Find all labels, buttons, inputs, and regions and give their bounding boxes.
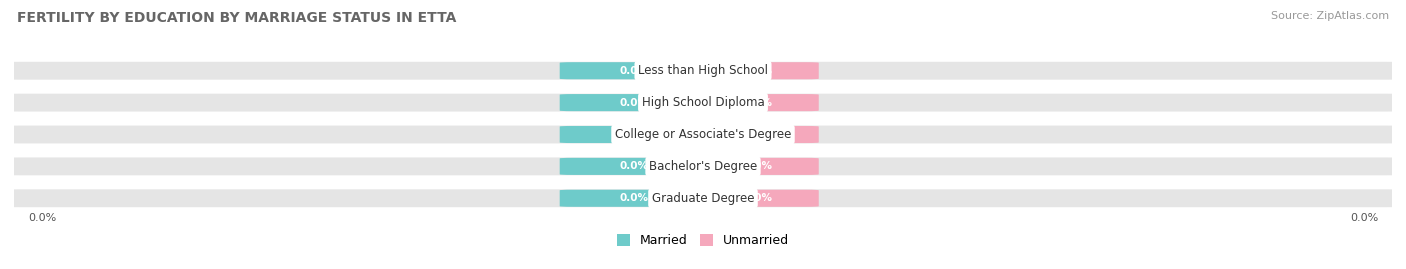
FancyBboxPatch shape <box>697 126 818 143</box>
Text: 0.0%: 0.0% <box>620 129 648 140</box>
FancyBboxPatch shape <box>4 187 1402 209</box>
Text: Bachelor's Degree: Bachelor's Degree <box>650 160 756 173</box>
Text: 0.0%: 0.0% <box>28 213 56 223</box>
FancyBboxPatch shape <box>697 158 818 175</box>
FancyBboxPatch shape <box>4 92 1402 113</box>
Text: FERTILITY BY EDUCATION BY MARRIAGE STATUS IN ETTA: FERTILITY BY EDUCATION BY MARRIAGE STATU… <box>17 11 456 25</box>
Text: High School Diploma: High School Diploma <box>641 96 765 109</box>
Text: 0.0%: 0.0% <box>744 129 773 140</box>
FancyBboxPatch shape <box>560 62 709 79</box>
Text: Source: ZipAtlas.com: Source: ZipAtlas.com <box>1271 11 1389 21</box>
Text: Less than High School: Less than High School <box>638 64 768 77</box>
Text: 0.0%: 0.0% <box>620 193 648 203</box>
Text: 0.0%: 0.0% <box>744 66 773 76</box>
FancyBboxPatch shape <box>560 190 709 207</box>
Text: 0.0%: 0.0% <box>620 66 648 76</box>
Text: 0.0%: 0.0% <box>744 161 773 171</box>
Text: Graduate Degree: Graduate Degree <box>652 192 754 205</box>
Text: 0.0%: 0.0% <box>620 161 648 171</box>
FancyBboxPatch shape <box>4 60 1402 82</box>
FancyBboxPatch shape <box>697 62 818 79</box>
FancyBboxPatch shape <box>560 158 709 175</box>
Text: 0.0%: 0.0% <box>744 98 773 108</box>
FancyBboxPatch shape <box>560 94 709 111</box>
FancyBboxPatch shape <box>697 94 818 111</box>
Text: 0.0%: 0.0% <box>620 98 648 108</box>
FancyBboxPatch shape <box>4 156 1402 177</box>
Text: 0.0%: 0.0% <box>1350 213 1378 223</box>
Text: College or Associate's Degree: College or Associate's Degree <box>614 128 792 141</box>
FancyBboxPatch shape <box>560 126 709 143</box>
Text: 0.0%: 0.0% <box>744 193 773 203</box>
Legend: Married, Unmarried: Married, Unmarried <box>612 229 794 252</box>
FancyBboxPatch shape <box>697 190 818 207</box>
FancyBboxPatch shape <box>4 124 1402 145</box>
